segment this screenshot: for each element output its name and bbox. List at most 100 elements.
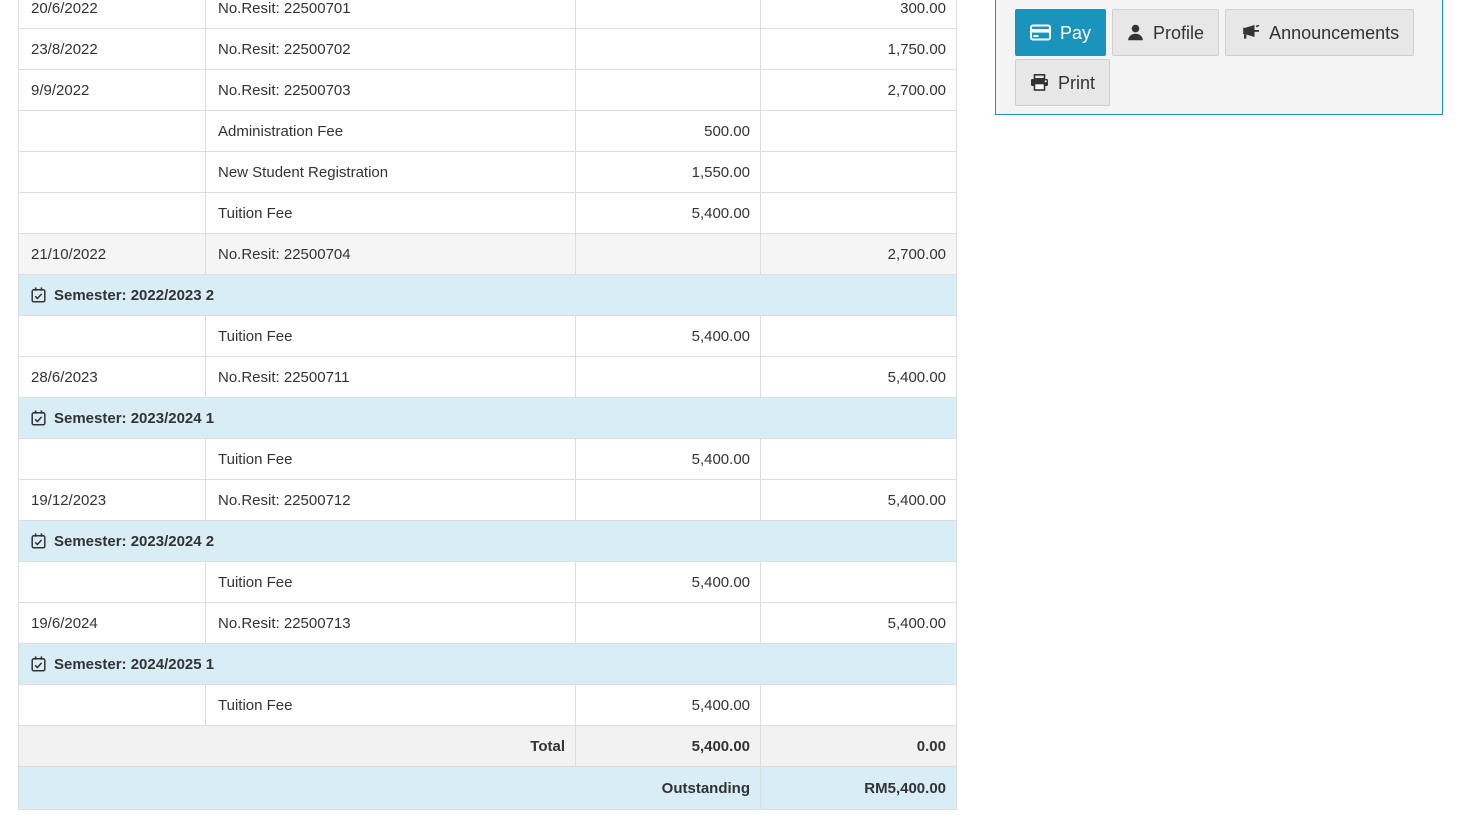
credit-amount-cell: 1,750.00 — [760, 28, 957, 70]
profile-button-label: Profile — [1153, 22, 1205, 43]
date-cell: 19/12/2023 — [18, 479, 206, 521]
description-cell: No.Resit: 22500702 — [205, 28, 576, 70]
semester-header-cell: Semester: 2023/2024 1 — [18, 397, 957, 439]
date-cell — [18, 561, 206, 603]
credit-amount-cell: 5,400.00 — [760, 356, 957, 398]
user-icon — [1128, 24, 1143, 41]
fee-table-row: Administration Fee 500.00 — [18, 110, 957, 152]
credit-amount-cell — [760, 192, 957, 234]
calendar-check-icon — [31, 286, 46, 303]
debit-amount-cell — [575, 69, 761, 111]
credit-amount-cell — [760, 110, 957, 152]
description-cell: Tuition Fee — [205, 438, 576, 480]
debit-amount-cell — [575, 0, 761, 29]
total-label-cell: Total — [18, 725, 576, 767]
date-cell — [18, 438, 206, 480]
fees-statement-table-wrap: 20/6/2022 No.Resit: 22500701 300.00 23/8/20… — [18, 0, 957, 810]
fee-table-row: 21/10/2022 No.Resit: 22500704 2,700.00 — [18, 233, 957, 275]
fee-table-row: Tuition Fee 5,400.00 — [18, 192, 957, 234]
description-cell: Tuition Fee — [205, 684, 576, 726]
description-cell: No.Resit: 22500711 — [205, 356, 576, 398]
fee-table-row: Tuition Fee 5,400.00 — [18, 561, 957, 603]
credit-amount-cell: 5,400.00 — [760, 479, 957, 521]
credit-amount-cell: 300.00 — [760, 0, 957, 29]
date-cell — [18, 151, 206, 193]
outstanding-amount-cell: RM5,400.00 — [760, 766, 957, 810]
print-button[interactable]: Print — [1015, 59, 1111, 106]
date-cell — [18, 684, 206, 726]
credit-amount-cell: 2,700.00 — [760, 233, 957, 275]
description-cell: No.Resit: 22500703 — [205, 69, 576, 111]
profile-button[interactable]: Profile — [1112, 9, 1220, 56]
date-cell: 9/9/2022 — [18, 69, 206, 111]
credit-card-icon — [1030, 24, 1051, 41]
debit-amount-cell — [575, 28, 761, 70]
calendar-check-icon — [31, 532, 46, 549]
date-cell: 19/6/2024 — [18, 602, 206, 644]
semester-header-cell: Semester: 2024/2025 1 — [18, 643, 957, 685]
debit-amount-cell — [575, 233, 761, 275]
description-cell: Administration Fee — [205, 110, 576, 152]
debit-amount-cell: 5,400.00 — [575, 438, 761, 480]
printer-icon — [1031, 74, 1048, 91]
credit-amount-cell — [760, 438, 957, 480]
credit-amount-cell: 2,700.00 — [760, 69, 957, 111]
semester-header-row: Semester: 2022/2023 2 — [18, 274, 957, 316]
semester-header-row: Semester: 2023/2024 2 — [18, 520, 957, 562]
action-buttons: Pay Profile Announcements Print — [1015, 9, 1425, 106]
debit-amount-cell: 5,400.00 — [575, 192, 761, 234]
fee-table-row: 23/8/2022 No.Resit: 22500702 1,750.00 — [18, 28, 957, 70]
date-cell — [18, 192, 206, 234]
fee-table-row: New Student Registration 1,550.00 — [18, 151, 957, 193]
debit-amount-cell: 500.00 — [575, 110, 761, 152]
description-cell: Tuition Fee — [205, 561, 576, 603]
semester-header-row: Semester: 2024/2025 1 — [18, 643, 957, 685]
outstanding-label-cell: Outstanding — [18, 766, 761, 810]
date-cell — [18, 315, 206, 357]
credit-amount-cell — [760, 561, 957, 603]
debit-amount-cell — [575, 602, 761, 644]
semester-label: Semester: 2023/2024 1 — [54, 409, 215, 427]
description-cell: No.Resit: 22500712 — [205, 479, 576, 521]
description-cell: Tuition Fee — [205, 315, 576, 357]
fee-table-row: 20/6/2022 No.Resit: 22500701 300.00 — [18, 0, 957, 29]
pay-button-label: Pay — [1060, 22, 1092, 43]
calendar-check-icon — [31, 655, 46, 672]
description-cell: No.Resit: 22500713 — [205, 602, 576, 644]
outstanding-row: Outstanding RM5,400.00 — [18, 766, 957, 810]
fee-table-row: 28/6/2023 No.Resit: 22500711 5,400.00 — [18, 356, 957, 398]
description-cell: No.Resit: 22500704 — [205, 233, 576, 275]
credit-amount-cell — [760, 684, 957, 726]
fee-table-row: 9/9/2022 No.Resit: 22500703 2,700.00 — [18, 69, 957, 111]
semester-header-cell: Semester: 2023/2024 2 — [18, 520, 957, 562]
fee-table-row: 19/6/2024 No.Resit: 22500713 5,400.00 — [18, 602, 957, 644]
pay-button[interactable]: Pay — [1015, 9, 1107, 56]
total-row: Total 5,400.00 0.00 — [18, 725, 957, 767]
fee-table-row: Tuition Fee 5,400.00 — [18, 315, 957, 357]
date-cell: 28/6/2023 — [18, 356, 206, 398]
announcements-button-label: Announcements — [1269, 22, 1400, 43]
fees-statement-table: 20/6/2022 No.Resit: 22500701 300.00 23/8/20… — [18, 0, 957, 810]
total-debit-cell: 5,400.00 — [575, 725, 761, 767]
semester-label: Semester: 2022/2023 2 — [54, 286, 215, 304]
date-cell — [18, 110, 206, 152]
announcements-button[interactable]: Announcements — [1225, 9, 1415, 56]
semester-label: Semester: 2023/2024 2 — [54, 532, 215, 550]
credit-amount-cell: 5,400.00 — [760, 602, 957, 644]
fee-table-row: 19/12/2023 No.Resit: 22500712 5,400.00 — [18, 479, 957, 521]
fee-table-row: Tuition Fee 5,400.00 — [18, 438, 957, 480]
action-panel: Pay Profile Announcements Print — [995, 0, 1443, 115]
debit-amount-cell: 5,400.00 — [575, 561, 761, 603]
debit-amount-cell: 5,400.00 — [575, 315, 761, 357]
debit-amount-cell: 5,400.00 — [575, 684, 761, 726]
semester-header-row: Semester: 2023/2024 1 — [18, 397, 957, 439]
debit-amount-cell: 1,550.00 — [575, 151, 761, 193]
calendar-check-icon — [31, 409, 46, 426]
description-cell: Tuition Fee — [205, 192, 576, 234]
date-cell: 21/10/2022 — [18, 233, 206, 275]
total-credit-cell: 0.00 — [760, 725, 957, 767]
description-cell: No.Resit: 22500701 — [205, 0, 576, 29]
credit-amount-cell — [760, 315, 957, 357]
date-cell: 23/8/2022 — [18, 28, 206, 70]
